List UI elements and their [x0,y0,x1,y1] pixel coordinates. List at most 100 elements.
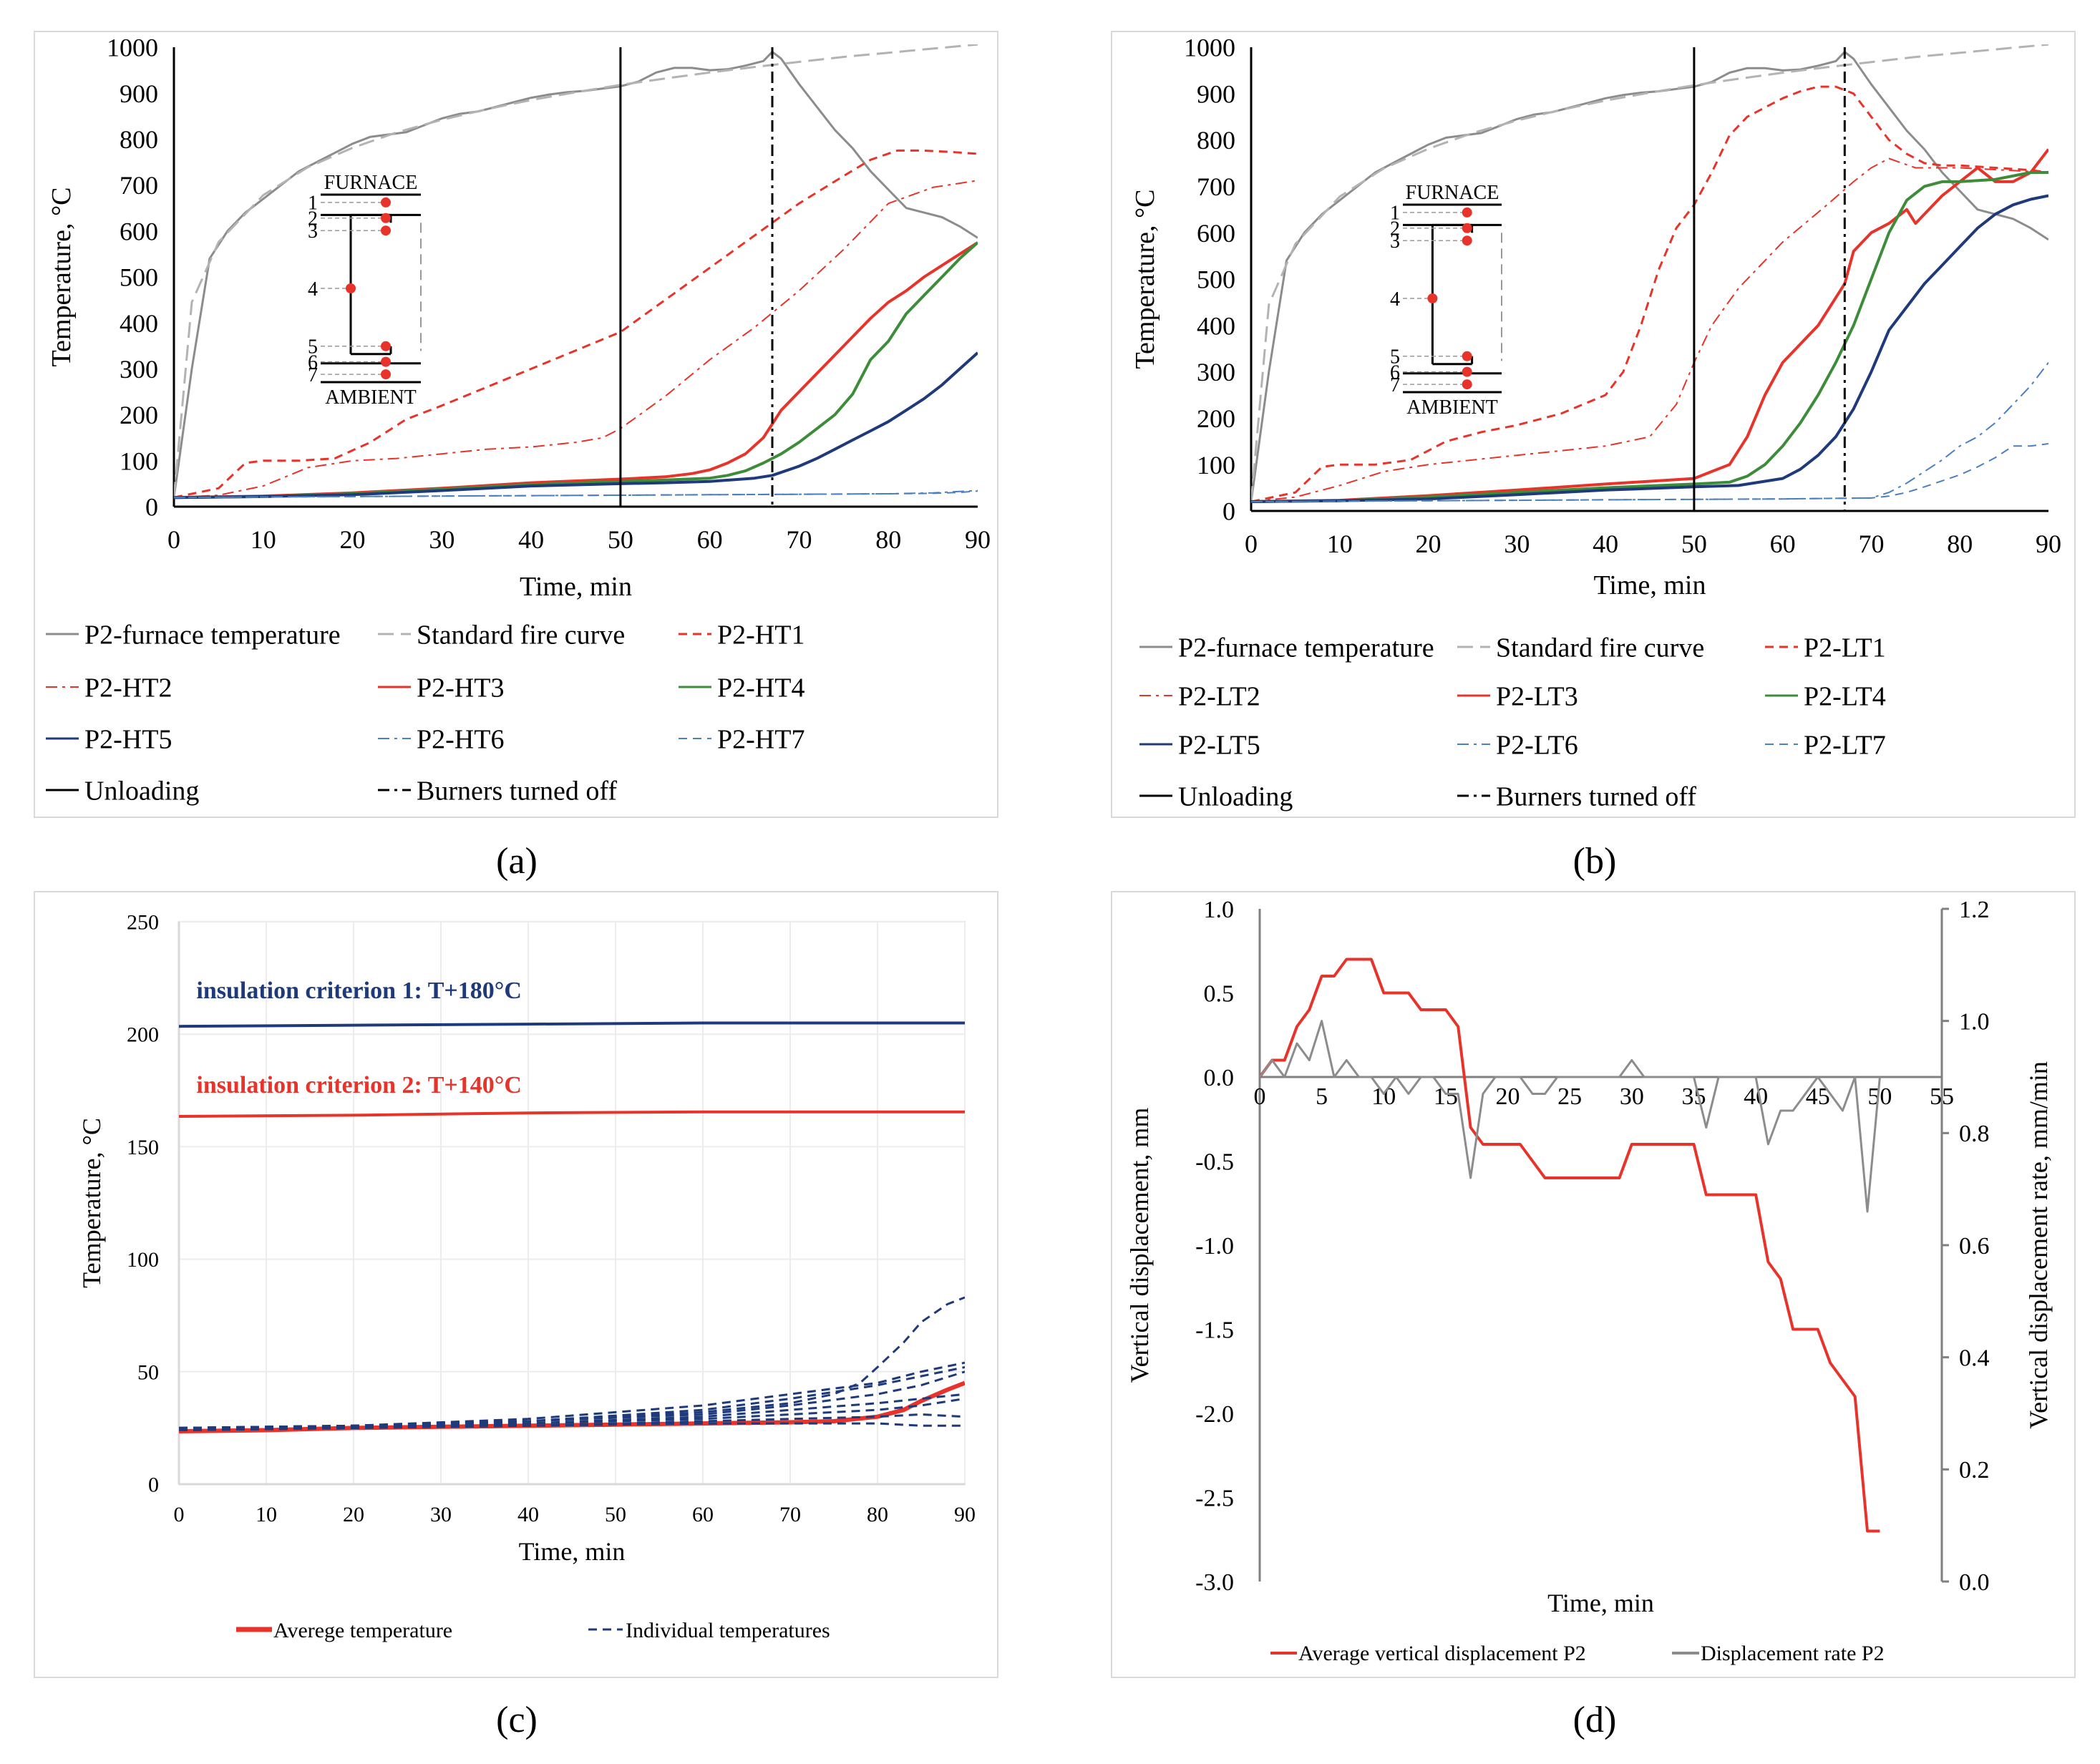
annotation-insulation-criterion-2-t-140-c: insulation criterion 2: T+140°C [196,1072,522,1098]
inset-furnace-label: FURNACE [324,172,418,194]
specimen-inset: FURNACE AMBIENT 123 4 567 [1390,180,1507,419]
y-tick-label: 0 [145,493,158,522]
legend: Average vertical displacement P2 Displace… [1270,1642,1885,1665]
legend-label-p2-lt1: P2-LT1 [1804,633,1886,663]
x-tick-label: 20 [340,525,366,554]
y-right-tick-label: 0.4 [1959,1345,1990,1372]
x-tick-label: 90 [2036,530,2061,558]
x-tick-label: 90 [954,1503,976,1526]
series-group [1260,957,1881,1533]
y-tick-label: 1000 [107,34,158,62]
y-tick-label: 200 [120,401,158,429]
x-tick-label: 0 [1245,530,1258,558]
y-tick-label: 300 [1197,358,1235,386]
legend-label-unloading: Unloading [84,776,199,806]
legend-label-standard-fire-curve: Standard fire curve [417,620,625,650]
y-tick-label: -1.5 [1195,1317,1234,1343]
x-tick-label: 80 [867,1503,888,1526]
inset-furnace-label: FURNACE [1406,182,1499,204]
inset-sensor-number: 4 [308,278,318,301]
x-tick-label: 15 [1434,1083,1458,1110]
y-tick-label: 50 [137,1360,159,1384]
panel-c-chart: 0 50 100 150 200 250 0 10 20 30 40 50 60 70 80 90 Time, … [77,911,976,1741]
inset-background [1397,180,1507,419]
inset-sensor-dot-2 [381,213,391,223]
legend: P2-furnace temperature Standard fire curv… [46,620,804,806]
y-tick-label: 100 [1197,451,1235,479]
x-tick-label: 5 [1316,1083,1328,1110]
inset-sensor-dot-6 [1462,366,1472,377]
y-tick-label: 0 [1222,497,1235,526]
inset-sensor-number: 1 [1390,203,1400,225]
x-axis-title: Time, min [519,1537,626,1566]
x-tick-label: 0 [174,1503,185,1526]
plot-area [174,47,978,507]
inset-sensor-dot-3 [381,225,391,236]
x-tick-label: 20 [343,1503,364,1526]
y-tick-label: 0 [148,1473,159,1497]
x-axis-title: Time, min [520,572,632,602]
plot-area [1251,47,2048,511]
inset-sensor-dot-5 [1462,351,1472,361]
x-tick-label: 60 [1770,530,1796,558]
x-tick-label: 25 [1557,1083,1582,1110]
x-tick-label: 40 [1744,1083,1768,1110]
x-tick-label: 40 [517,1503,539,1526]
x-tick-label: 30 [430,1503,452,1526]
y-tick-label: -1.0 [1195,1233,1234,1259]
x-tick-label: 90 [965,525,991,554]
y-axis-title: Temperature, °C [1130,190,1160,369]
x-tick-label: 20 [1496,1083,1520,1110]
legend-label-p2-ht4: P2-HT4 [717,673,804,703]
y-axis-title: Temperature, °C [77,1118,106,1288]
series-group [179,1021,965,1434]
annotation-insulation-criterion-1-t-180-c: insulation criterion 1: T+180°C [196,978,522,1004]
y-tick-label: 400 [120,309,158,338]
y-tick-label: -3.0 [1195,1569,1234,1596]
y-tick-label: 1000 [1184,34,1235,62]
panel-label-a: (a) [496,841,538,882]
x-tick-label: 80 [1947,530,1973,558]
y-right-tick-label: 1.0 [1959,1009,1990,1036]
legend-label-p2-furnace-temperature: P2-furnace temperature [1178,633,1434,663]
series-p2-lt7 [1251,443,2048,502]
y-tick-label: 1.0 [1204,897,1235,923]
inset-sensor-dot-2 [1462,223,1472,233]
series-p2-lt6 [1251,361,2048,502]
series-p2-ht1 [174,149,978,499]
plot-area [1260,909,1942,1582]
x-tick-label: 70 [786,525,812,554]
series-p2-ht5 [174,351,978,500]
series-average-vertical-displacement-p2 [1260,957,1880,1533]
legend-label-p2-ht6: P2-HT6 [417,724,504,754]
series-standard-fire-curve [1251,44,2048,502]
y-tick-label: 400 [1197,311,1235,340]
series-standard-fire-curve [174,44,978,498]
series-individual-temperature-5 [179,1393,965,1429]
x-tick-label: 80 [875,525,901,554]
series-displacement-rate-p2 [1260,1020,1881,1213]
y-tick-label: 300 [120,355,158,384]
inset-sensor-dot-7 [381,369,391,380]
y-right-tick-label: 0.8 [1959,1121,1990,1147]
x-tick-label: 0 [1254,1083,1266,1110]
y-tick-label: 100 [127,1248,159,1272]
inset-sensor-dot-4 [346,283,356,293]
x-tick-label: 55 [1930,1083,1954,1110]
y-tick-label: 100 [120,447,158,475]
inset-sensor-dot-5 [381,341,391,351]
series-p2-lt4 [1251,171,2048,503]
y-tick-label: 900 [1197,79,1235,108]
legend-label-p2-lt3: P2-LT3 [1496,681,1578,711]
legend-label-p2-ht5: P2-HT5 [84,724,172,754]
x-axis-title: Time, min [1594,570,1706,600]
inset-sensor-dot-4 [1427,293,1438,303]
x-tick-label: 30 [429,525,454,554]
legend-label-p2-furnace-temperature: P2-furnace temperature [84,620,341,650]
x-tick-label: 30 [1620,1083,1644,1110]
x-tick-label: 50 [1681,530,1707,558]
legend-label-average-vertical-displacement-p2: Average vertical displacement P2 [1298,1642,1586,1665]
y-tick-label: 500 [1197,265,1235,294]
x-tick-label: 60 [692,1503,714,1526]
series-p2-lt3 [1251,148,2048,503]
